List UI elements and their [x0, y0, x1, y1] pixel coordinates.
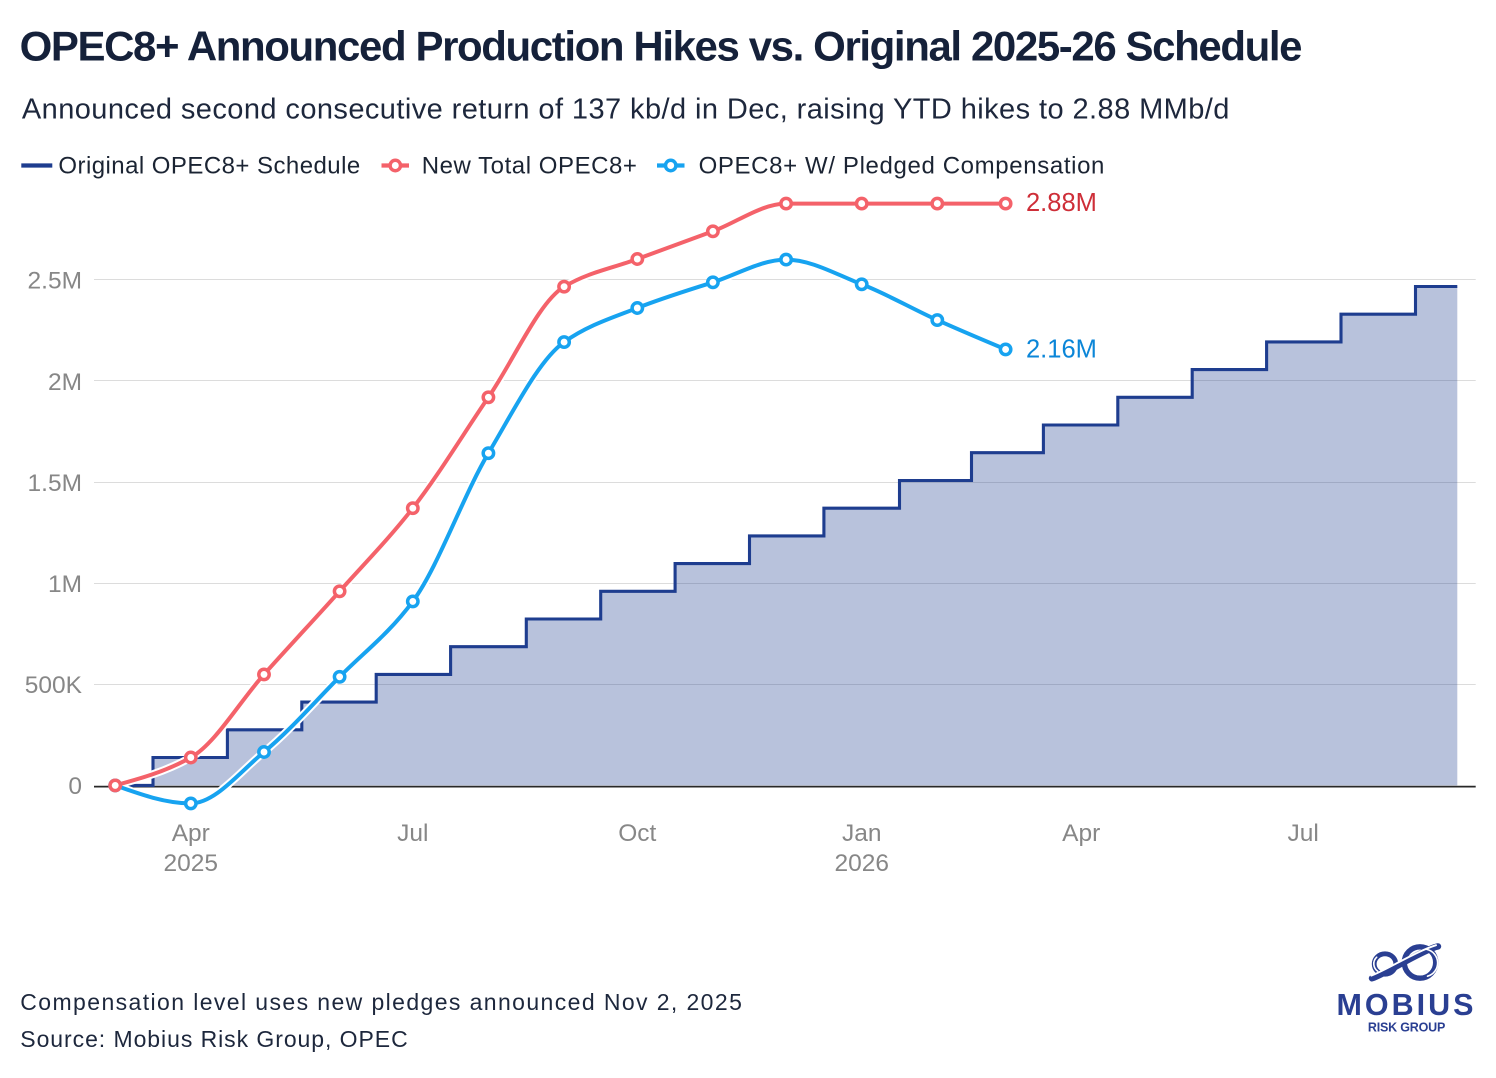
svg-text:2M: 2M [48, 369, 82, 396]
svg-text:2026: 2026 [834, 850, 889, 877]
svg-text:Announced second consecutive r: Announced second consecutive return of 1… [22, 93, 1230, 125]
svg-text:OPEC8+ W/ Pledged Compensation: OPEC8+ W/ Pledged Compensation [699, 153, 1105, 180]
svg-text:RISK GROUP: RISK GROUP [1368, 1020, 1445, 1034]
svg-text:Jul: Jul [397, 820, 428, 847]
svg-text:Source: Mobius Risk Group, OPE: Source: Mobius Risk Group, OPEC [20, 1026, 408, 1052]
svg-text:MOBIUS: MOBIUS [1337, 988, 1477, 1022]
svg-text:2.16M: 2.16M [1026, 336, 1097, 364]
svg-text:500K: 500K [25, 672, 83, 699]
svg-text:New Total OPEC8+: New Total OPEC8+ [422, 153, 638, 180]
svg-text:Original OPEC8+ Schedule: Original OPEC8+ Schedule [58, 153, 360, 180]
svg-text:Apr: Apr [1062, 820, 1100, 847]
svg-text:2025: 2025 [164, 850, 219, 877]
svg-text:Oct: Oct [618, 820, 656, 847]
svg-text:Compensation level uses new pl: Compensation level uses new pledges anno… [20, 989, 743, 1015]
svg-text:OPEC8+ Announced Production Hi: OPEC8+ Announced Production Hikes vs. Or… [20, 22, 1302, 69]
svg-text:1.5M: 1.5M [28, 470, 82, 497]
svg-text:2.88M: 2.88M [1026, 189, 1097, 217]
svg-text:0: 0 [68, 773, 82, 800]
svg-text:1M: 1M [48, 571, 82, 598]
svg-text:Jan: Jan [842, 820, 882, 847]
svg-text:2.5M: 2.5M [28, 268, 82, 295]
svg-text:Apr: Apr [172, 820, 210, 847]
svg-text:Jul: Jul [1288, 820, 1319, 847]
